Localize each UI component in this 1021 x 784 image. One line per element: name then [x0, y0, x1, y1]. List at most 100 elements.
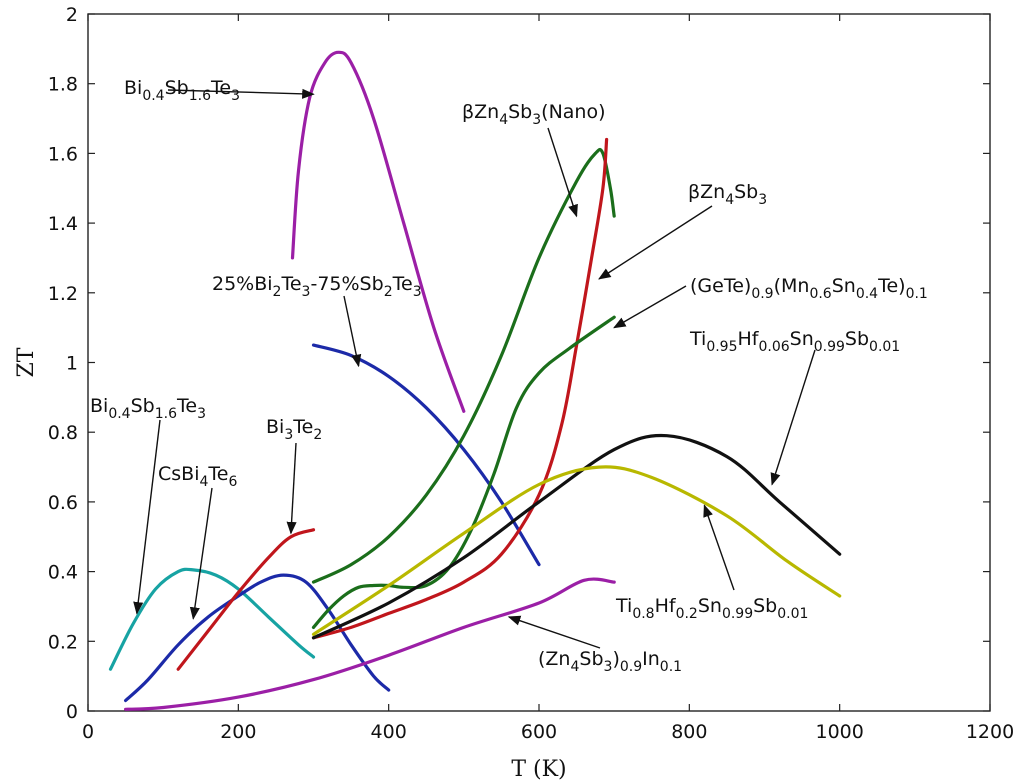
label-text: Bi — [90, 395, 108, 417]
annotation-6: Ti0.95Hf0.06Sn0.99Sb0.01 — [689, 328, 900, 486]
annotation-8: Bi3Te2 — [266, 416, 322, 535]
annotation-arrow — [703, 504, 735, 591]
label-text: Sb — [845, 328, 869, 350]
annotation-label: (GeTe)0.9(Mn0.6Sn0.4Te)0.1 — [690, 275, 928, 302]
y-tick-label: 1.4 — [48, 213, 78, 235]
label-text: Te — [392, 273, 413, 295]
annotation-label: βZn4Sb3(Nano) — [462, 101, 606, 128]
annotation-arrow — [507, 615, 601, 649]
y-axis-title: ZT — [14, 347, 39, 377]
label-text: Sb — [579, 648, 603, 670]
x-tick-label: 1200 — [966, 721, 1014, 743]
label-subscript: 3 — [604, 659, 613, 675]
x-tick-label: 400 — [371, 721, 407, 743]
label-text: 25%Bi — [212, 273, 273, 295]
y-tick-label: 1.6 — [48, 143, 78, 165]
annotation-arrow — [286, 442, 297, 535]
label-subscript: 4 — [570, 659, 579, 675]
label-text: Sb — [734, 181, 758, 203]
annotation-arrow — [167, 88, 315, 99]
label-text: (Zn — [538, 648, 570, 670]
annotation-label: (Zn4Sb3)0.9In0.1 — [538, 648, 682, 675]
label-text: Sb — [165, 77, 189, 99]
annotation-label: Bi3Te2 — [266, 416, 322, 443]
label-subscript: 3 — [284, 427, 293, 443]
label-text: Hf — [655, 595, 677, 617]
label-subscript: 0.06 — [758, 339, 789, 355]
plot-area: 0 200 400 600 800 1000 1200 0 0.2 0.4 0.6 0.8 1 1.2 1.… — [48, 4, 1014, 743]
label-text: Te) — [877, 275, 905, 297]
series-line-2 — [311, 343, 541, 567]
series-line-8 — [311, 137, 609, 640]
annotation-label: CsBi4Te6 — [158, 463, 237, 490]
annotation-arrow — [613, 285, 687, 329]
label-subscript: 1.6 — [155, 406, 177, 422]
label-text: (GeTe) — [690, 275, 751, 297]
annotation-4: 25%Bi2Te3-75%Sb2Te3 — [212, 273, 422, 368]
label-subscript: 3 — [302, 284, 311, 300]
series-line-1 — [290, 50, 466, 413]
label-text: Bi — [266, 416, 284, 438]
label-subscript: 4 — [199, 474, 208, 490]
label-subscript: 0.2 — [676, 606, 698, 622]
label-text: Hf — [737, 328, 759, 350]
annotation-label: Ti0.95Hf0.06Sn0.99Sb0.01 — [689, 328, 900, 355]
annotation-10: Ti0.8Hf0.2Sn0.99Sb0.01 — [615, 504, 808, 622]
series-layer — [108, 50, 842, 711]
label-text: Sn — [832, 275, 856, 297]
label-subscript: 0.1 — [906, 286, 928, 302]
series-line-3 — [108, 567, 316, 671]
y-tick-label: 1.2 — [48, 283, 78, 305]
label-text: (Mn — [774, 275, 810, 297]
x-tick-label: 600 — [521, 721, 557, 743]
series-line-10 — [311, 433, 842, 640]
label-text: Sb — [131, 395, 155, 417]
label-subscript: 1.6 — [189, 88, 211, 104]
x-tick-label: 0 — [82, 721, 94, 743]
annotation-1: Bi0.4Sb1.6Te3 — [124, 77, 315, 104]
label-subscript: 4 — [499, 112, 508, 128]
annotation-2: βZn4Sb3(Nano) — [462, 101, 606, 218]
label-text: Te — [176, 395, 197, 417]
label-subscript: 2 — [384, 284, 393, 300]
label-subscript: 0.8 — [632, 606, 654, 622]
label-text: Te — [207, 463, 228, 485]
annotation-arrow — [770, 349, 816, 486]
label-text: Te — [280, 273, 301, 295]
annotation-layer: Bi0.4Sb1.6Te3βZn4Sb3(Nano)βZn4Sb325%Bi2T… — [90, 77, 928, 675]
label-subscript: 3 — [413, 284, 422, 300]
series-line-6 — [124, 577, 616, 711]
label-subscript: 3 — [231, 88, 240, 104]
x-tick-label: 800 — [671, 721, 707, 743]
label-text: Ti — [689, 328, 706, 350]
label-subscript: 0.9 — [620, 659, 642, 675]
annotation-arrow — [343, 295, 362, 368]
series-line-5 — [176, 528, 316, 671]
x-axis-title: T (K) — [511, 757, 566, 782]
annotation-11: (Zn4Sb3)0.9In0.1 — [507, 615, 682, 675]
label-text: In — [642, 648, 660, 670]
label-text: Sn — [790, 328, 814, 350]
label-text: -75%Sb — [310, 273, 383, 295]
label-text: Te — [292, 416, 313, 438]
annotation-label: 25%Bi2Te3-75%Sb2Te3 — [212, 273, 422, 300]
annotation-5: (GeTe)0.9(Mn0.6Sn0.4Te)0.1 — [613, 275, 928, 329]
y-tick-label: 1 — [66, 353, 78, 375]
label-subscript: 3 — [532, 112, 541, 128]
label-text: (Nano) — [541, 101, 605, 123]
annotation-label: Bi0.4Sb1.6Te3 — [124, 77, 240, 104]
label-subscript: 0.4 — [856, 286, 878, 302]
label-subscript: 0.95 — [706, 339, 737, 355]
y-tick-label: 2 — [66, 4, 78, 26]
y-tick-label: 0.4 — [48, 562, 78, 584]
annotation-arrow — [189, 487, 213, 620]
label-subscript: 0.6 — [809, 286, 831, 302]
annotation-label: Ti0.8Hf0.2Sn0.99Sb0.01 — [615, 595, 808, 622]
annotation-arrow — [547, 127, 578, 218]
label-text: Bi — [124, 77, 142, 99]
label-text: Sn — [698, 595, 722, 617]
y-tick-label: 0.8 — [48, 422, 78, 444]
annotation-9: CsBi4Te6 — [158, 463, 237, 620]
series-line-11 — [311, 465, 842, 636]
label-subscript: 0.01 — [869, 339, 900, 355]
